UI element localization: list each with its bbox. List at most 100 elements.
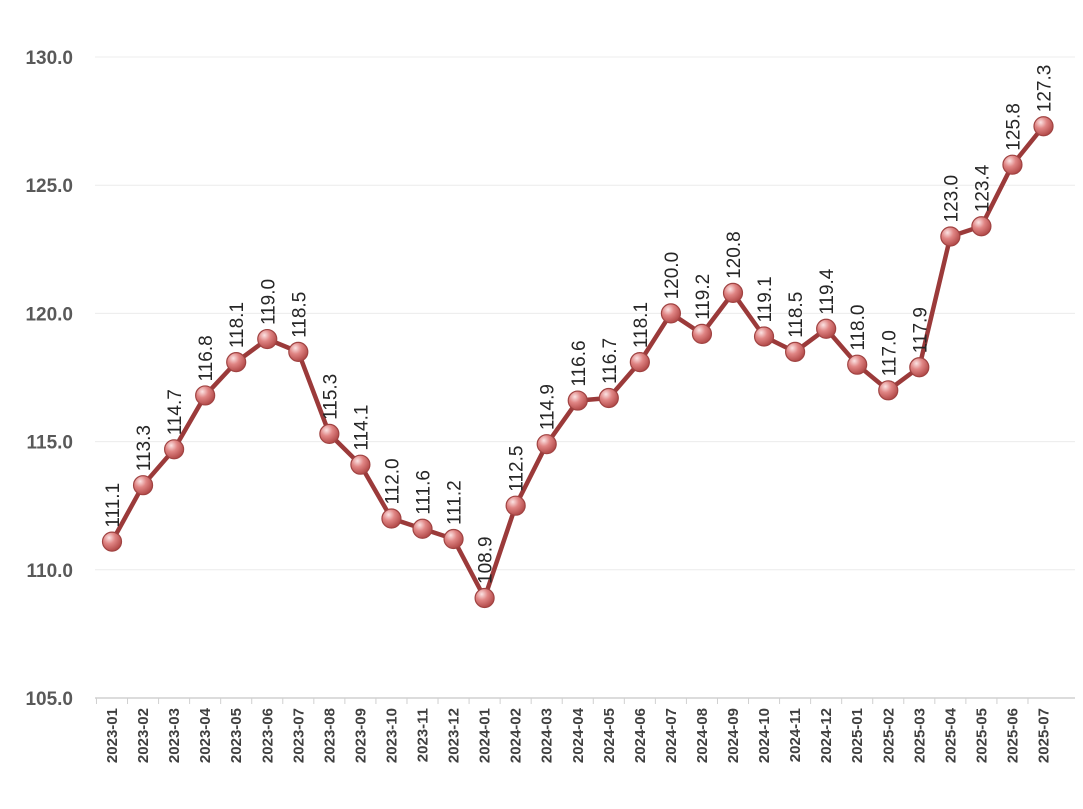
x-tick-label: 2023-03 [166, 708, 183, 763]
data-point [443, 528, 464, 550]
y-axis: 105.0 110.0 115.0 120.0 125.0 130.0 [25, 48, 73, 710]
x-tick-label: 2023-12 [446, 708, 463, 763]
x-tick-label: 2025-07 [1036, 708, 1053, 763]
y-tick-label: 110.0 [27, 561, 74, 582]
data-label: 113.3 [134, 425, 155, 471]
data-label: 123.0 [941, 175, 962, 223]
data-label: 118.5 [786, 292, 807, 338]
x-tick-label: 2023-04 [197, 707, 214, 763]
data-point [132, 475, 154, 496]
data-point [257, 328, 278, 350]
data-point [598, 387, 619, 409]
x-axis: 2023-01 2023-02 2023-03 2023-04 2023-05 2023-… [95, 697, 1075, 763]
data-label: 116.6 [569, 340, 590, 386]
data-label: 115.3 [320, 374, 341, 420]
x-tick-label: 2024-12 [818, 708, 835, 763]
x-tick-label: 2023-11 [415, 708, 432, 762]
x-tick-label: 2024-08 [694, 708, 711, 763]
data-label: 111.1 [103, 483, 124, 528]
data-label: 127.3 [1035, 65, 1056, 113]
x-tick-label: 2024-03 [539, 708, 556, 763]
data-point [784, 341, 806, 362]
data-point [101, 531, 123, 552]
x-tick-label: 2024-07 [663, 708, 680, 763]
data-point [629, 352, 650, 373]
x-tick-label: 2025-04 [942, 707, 959, 763]
x-tick-label: 2023-05 [228, 708, 245, 763]
data-point [288, 341, 309, 362]
gridlines [95, 56, 1075, 571]
data-label: 116.7 [600, 338, 621, 384]
x-tick-label: 2023-06 [259, 708, 276, 763]
x-tick-label: 2023-08 [321, 708, 338, 763]
data-label: 108.9 [476, 536, 497, 584]
data-label: 114.9 [538, 384, 559, 430]
x-tick-label: 2023-09 [352, 708, 369, 763]
data-label: 117.9 [910, 307, 931, 353]
data-point [971, 216, 992, 237]
data-label: 125.8 [1003, 103, 1024, 151]
data-label: 120.8 [724, 231, 745, 279]
x-tick-label: 2024-01 [477, 708, 494, 763]
data-label: 111.2 [445, 480, 466, 525]
x-tick-label: 2023-01 [104, 708, 121, 763]
x-tick-label: 2025-06 [1004, 708, 1021, 763]
data-point [753, 326, 775, 347]
x-tick-label: 2024-04 [570, 707, 587, 763]
data-label: 119.1 [755, 276, 776, 322]
data-label: 119.4 [817, 268, 838, 315]
x-tick-label: 2023-07 [290, 708, 307, 763]
data-point [536, 434, 557, 455]
data-point [847, 354, 868, 375]
y-tick-label: 130.0 [25, 48, 73, 69]
x-tick-label: 2024-02 [508, 708, 525, 763]
data-label: 112.5 [507, 446, 528, 492]
x-tick-label: 2024-11 [787, 708, 804, 762]
data-point [816, 318, 837, 339]
data-point [474, 587, 495, 609]
data-point [1002, 154, 1023, 175]
y-tick-label: 125.0 [25, 176, 73, 197]
x-tick-label: 2025-03 [911, 708, 928, 763]
x-tick-label: 2023-02 [135, 708, 152, 763]
x-tick-label: 2025-02 [880, 708, 897, 763]
data-label: 123.4 [972, 164, 993, 212]
data-point [1033, 116, 1054, 137]
data-point [195, 385, 216, 406]
y-tick-label: 105.0 [25, 689, 73, 710]
data-point [319, 423, 340, 445]
data-point [660, 303, 682, 324]
x-tick-label: 2025-05 [973, 708, 990, 763]
data-point [164, 439, 185, 460]
data-point [412, 518, 433, 539]
data-label: 116.8 [196, 335, 217, 381]
x-tick-label: 2024-10 [756, 708, 773, 763]
data-label: 118.0 [848, 305, 869, 351]
data-point [940, 226, 961, 247]
x-tick-label: 2024-09 [725, 708, 742, 763]
data-point [878, 380, 899, 401]
data-label: 119.2 [693, 274, 714, 320]
data-point [691, 323, 713, 345]
y-tick-label: 120.0 [25, 304, 73, 325]
data-label: 114.7 [165, 389, 186, 435]
data-label: 119.0 [258, 279, 279, 325]
data-label: 118.1 [631, 302, 652, 348]
x-tick-label: 2023-10 [383, 708, 400, 763]
data-label: 112.0 [382, 458, 403, 504]
y-tick-label: 115.0 [27, 433, 74, 454]
data-point [505, 495, 526, 516]
data-point [381, 508, 402, 529]
data-point [226, 352, 247, 373]
data-point [567, 390, 588, 411]
data-point [722, 282, 744, 303]
data-label: 117.0 [879, 330, 900, 376]
data-label: 118.1 [227, 302, 248, 348]
x-tick-label: 2025-01 [849, 708, 866, 763]
x-tick-label: 2024-05 [601, 708, 618, 763]
data-labels: 111.1 113.3 114.7 116.8 118.1 119.0 118.5 115.3… [103, 65, 1056, 584]
data-point [350, 454, 371, 475]
data-label: 118.5 [289, 292, 310, 338]
x-tick-label: 2024-06 [632, 708, 649, 763]
